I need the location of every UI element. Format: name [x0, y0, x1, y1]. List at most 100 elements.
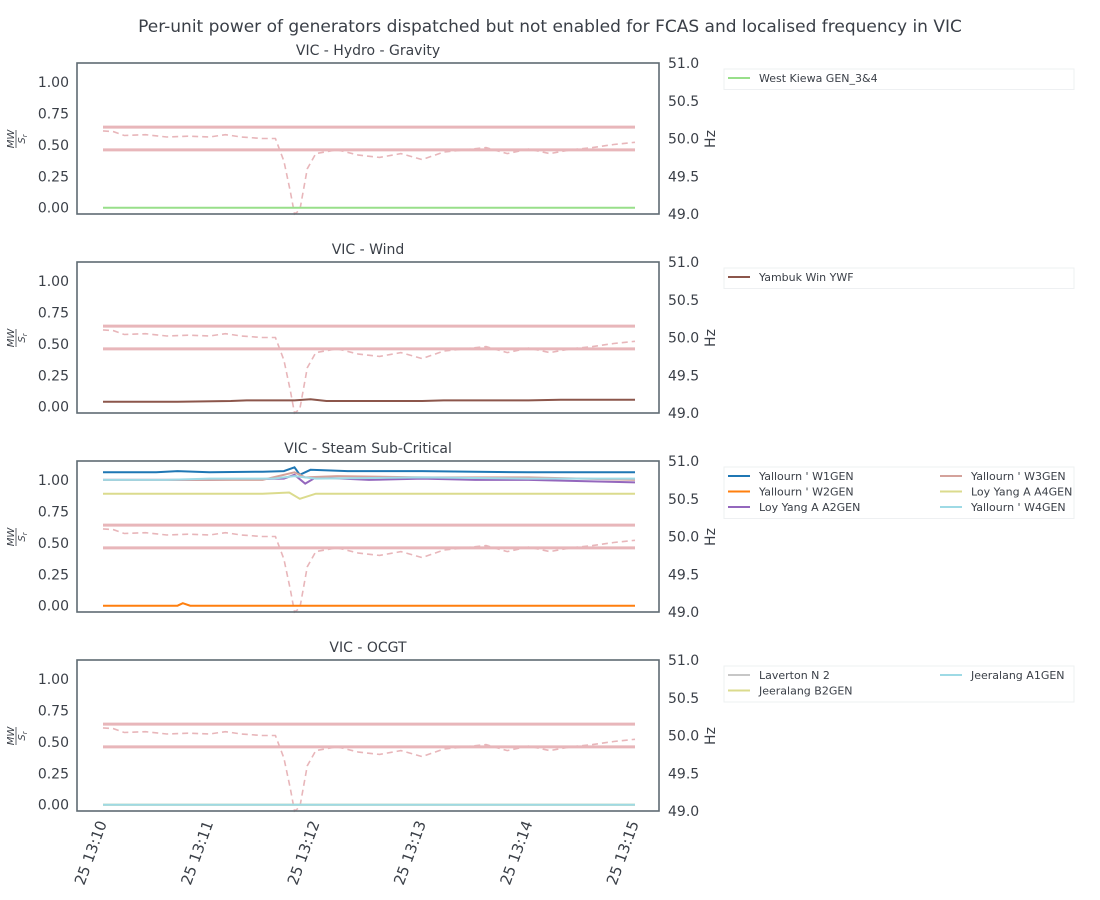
y-tick-label: 0.50 — [38, 735, 69, 751]
svg-text:MW: MW — [6, 527, 17, 547]
svg-text:Sr: Sr — [17, 730, 29, 740]
y-right-tick-label: 51.0 — [668, 56, 699, 72]
y-right-tick-label: 49.0 — [668, 207, 699, 223]
y-right-tick-label: 51.0 — [668, 653, 699, 669]
y-tick-label: 0.75 — [38, 504, 69, 520]
svg-text:MW: MW — [6, 726, 17, 746]
y-tick-label: 0.75 — [38, 305, 69, 321]
frequency-trace — [102, 528, 636, 614]
y-right-tick-label: 50.5 — [668, 94, 699, 110]
y-tick-label: 0.00 — [38, 599, 69, 615]
legend-entry: Yallourn ' W1GEN — [758, 470, 854, 483]
y-right-tick-label: 51.0 — [668, 454, 699, 470]
y-right-tick-label: 50.5 — [668, 691, 699, 707]
x-tick-label: 25 13:14 — [496, 818, 536, 887]
y-right-axis-label: Hz — [703, 528, 719, 546]
panel-title: VIC - Wind — [332, 242, 405, 258]
y-right-tick-label: 50.0 — [668, 331, 699, 347]
x-tick-label: 25 13:10 — [71, 818, 111, 887]
x-axis-ticks: 25 13:10 25 13:11 25 13:12 25 13:13 25 13:14… — [71, 818, 643, 887]
legend: Yambuk Win YWF — [723, 267, 1075, 289]
y-tick-label: 0.00 — [38, 400, 69, 416]
legend-entry: West Kiewa GEN_3&4 — [759, 72, 878, 85]
y-right-tick-label: 49.5 — [668, 766, 699, 782]
frequency-trace — [102, 727, 636, 813]
y-axis-label: MW Sr — [6, 328, 29, 348]
y-axis-label: MW Sr — [6, 726, 29, 746]
legend: Laverton N 2 Jeeralang B2GEN Jeeralang A1G… — [723, 665, 1075, 703]
legend-entry: Yallourn ' W4GEN — [970, 501, 1066, 514]
y-axis-label: MW Sr — [6, 129, 29, 149]
y-tick-label: 0.25 — [38, 169, 69, 185]
panel-title: VIC - Steam Sub-Critical — [284, 441, 452, 457]
y-tick-label: 0.50 — [38, 536, 69, 552]
y-right-tick-label: 49.0 — [668, 605, 699, 621]
figure-title: Per-unit power of generators dispatched … — [138, 17, 962, 37]
y-tick-label: 1.00 — [38, 672, 69, 688]
plot-frame — [76, 261, 660, 414]
y-right-tick-label: 49.5 — [668, 169, 699, 185]
panel-2: VIC - Steam Sub-Critical 0.00 0.25 0.50 0.75… — [6, 441, 1075, 621]
y-tick-label: 0.00 — [38, 201, 69, 217]
panel-title: VIC - Hydro - Gravity — [296, 43, 440, 59]
y-tick-label: 0.75 — [38, 106, 69, 122]
y-right-tick-label: 49.0 — [668, 406, 699, 422]
series-line — [103, 398, 635, 403]
y-right-tick-label: 50.5 — [668, 492, 699, 508]
legend-frame — [723, 68, 1075, 90]
x-tick-label: 25 13:13 — [390, 818, 430, 887]
y-right-tick-label: 51.0 — [668, 255, 699, 271]
y-right-axis-label: Hz — [703, 727, 719, 745]
legend-entry: Jeeralang A1GEN — [970, 669, 1065, 682]
frequency-trace — [102, 329, 636, 415]
panel-3: VIC - OCGT 0.00 0.25 0.50 0.75 1.00 49.0 49.5 50… — [6, 640, 1075, 820]
legend-entry: Yallourn ' W2GEN — [758, 486, 854, 499]
y-right-tick-label: 49.0 — [668, 804, 699, 820]
x-tick-label: 25 13:12 — [284, 818, 324, 887]
y-right-tick-label: 50.0 — [668, 729, 699, 745]
y-axis-label: MW Sr — [6, 527, 29, 547]
plot-frame — [76, 460, 660, 613]
panel-1: VIC - Wind 0.00 0.25 0.50 0.75 1.00 49.0 49.5 50… — [6, 242, 1075, 422]
panels: VIC - Hydro - Gravity 0.00 0.25 0.50 0.75 1.0… — [6, 43, 1075, 820]
y-right-tick-label: 49.5 — [668, 368, 699, 384]
panel-0: VIC - Hydro - Gravity 0.00 0.25 0.50 0.75 1.0… — [6, 43, 1075, 223]
x-tick-label: 25 13:15 — [603, 818, 643, 887]
svg-text:Sr: Sr — [17, 133, 29, 143]
legend-frame — [723, 665, 1075, 703]
y-tick-label: 0.75 — [38, 703, 69, 719]
y-tick-label: 1.00 — [38, 473, 69, 489]
legend-entry: Loy Yang A A4GEN — [971, 486, 1072, 499]
series-line — [103, 475, 635, 481]
legend-frame — [723, 267, 1075, 289]
y-tick-label: 0.25 — [38, 368, 69, 384]
y-tick-label: 0.50 — [38, 138, 69, 154]
svg-text:MW: MW — [6, 328, 17, 348]
legend-entry: Laverton N 2 — [759, 669, 830, 682]
legend-entry: Yallourn ' W3GEN — [970, 470, 1066, 483]
legend: West Kiewa GEN_3&4 — [723, 68, 1075, 90]
x-tick-label: 25 13:11 — [177, 818, 217, 887]
series-line — [103, 602, 635, 607]
y-right-tick-label: 50.0 — [668, 132, 699, 148]
y-right-axis-label: Hz — [703, 329, 719, 347]
legend-entry: Loy Yang A A2GEN — [759, 501, 860, 514]
y-tick-label: 0.25 — [38, 766, 69, 782]
y-tick-label: 0.00 — [38, 798, 69, 814]
y-tick-label: 0.50 — [38, 337, 69, 353]
y-right-tick-label: 50.0 — [668, 530, 699, 546]
svg-text:Sr: Sr — [17, 531, 29, 541]
legend-entry: Jeeralang B2GEN — [758, 685, 853, 698]
legend-frame — [723, 466, 1075, 519]
y-tick-label: 1.00 — [38, 274, 69, 290]
series-line — [103, 466, 635, 477]
plot-frame — [76, 62, 660, 215]
frequency-trace — [102, 130, 636, 216]
legend: Yallourn ' W1GEN Yallourn ' W2GEN Loy Yang… — [723, 466, 1075, 519]
plot-frame — [76, 659, 660, 812]
y-tick-label: 0.25 — [38, 567, 69, 583]
svg-text:Sr: Sr — [17, 332, 29, 342]
panel-title: VIC - OCGT — [329, 640, 407, 656]
y-right-tick-label: 49.5 — [668, 567, 699, 583]
